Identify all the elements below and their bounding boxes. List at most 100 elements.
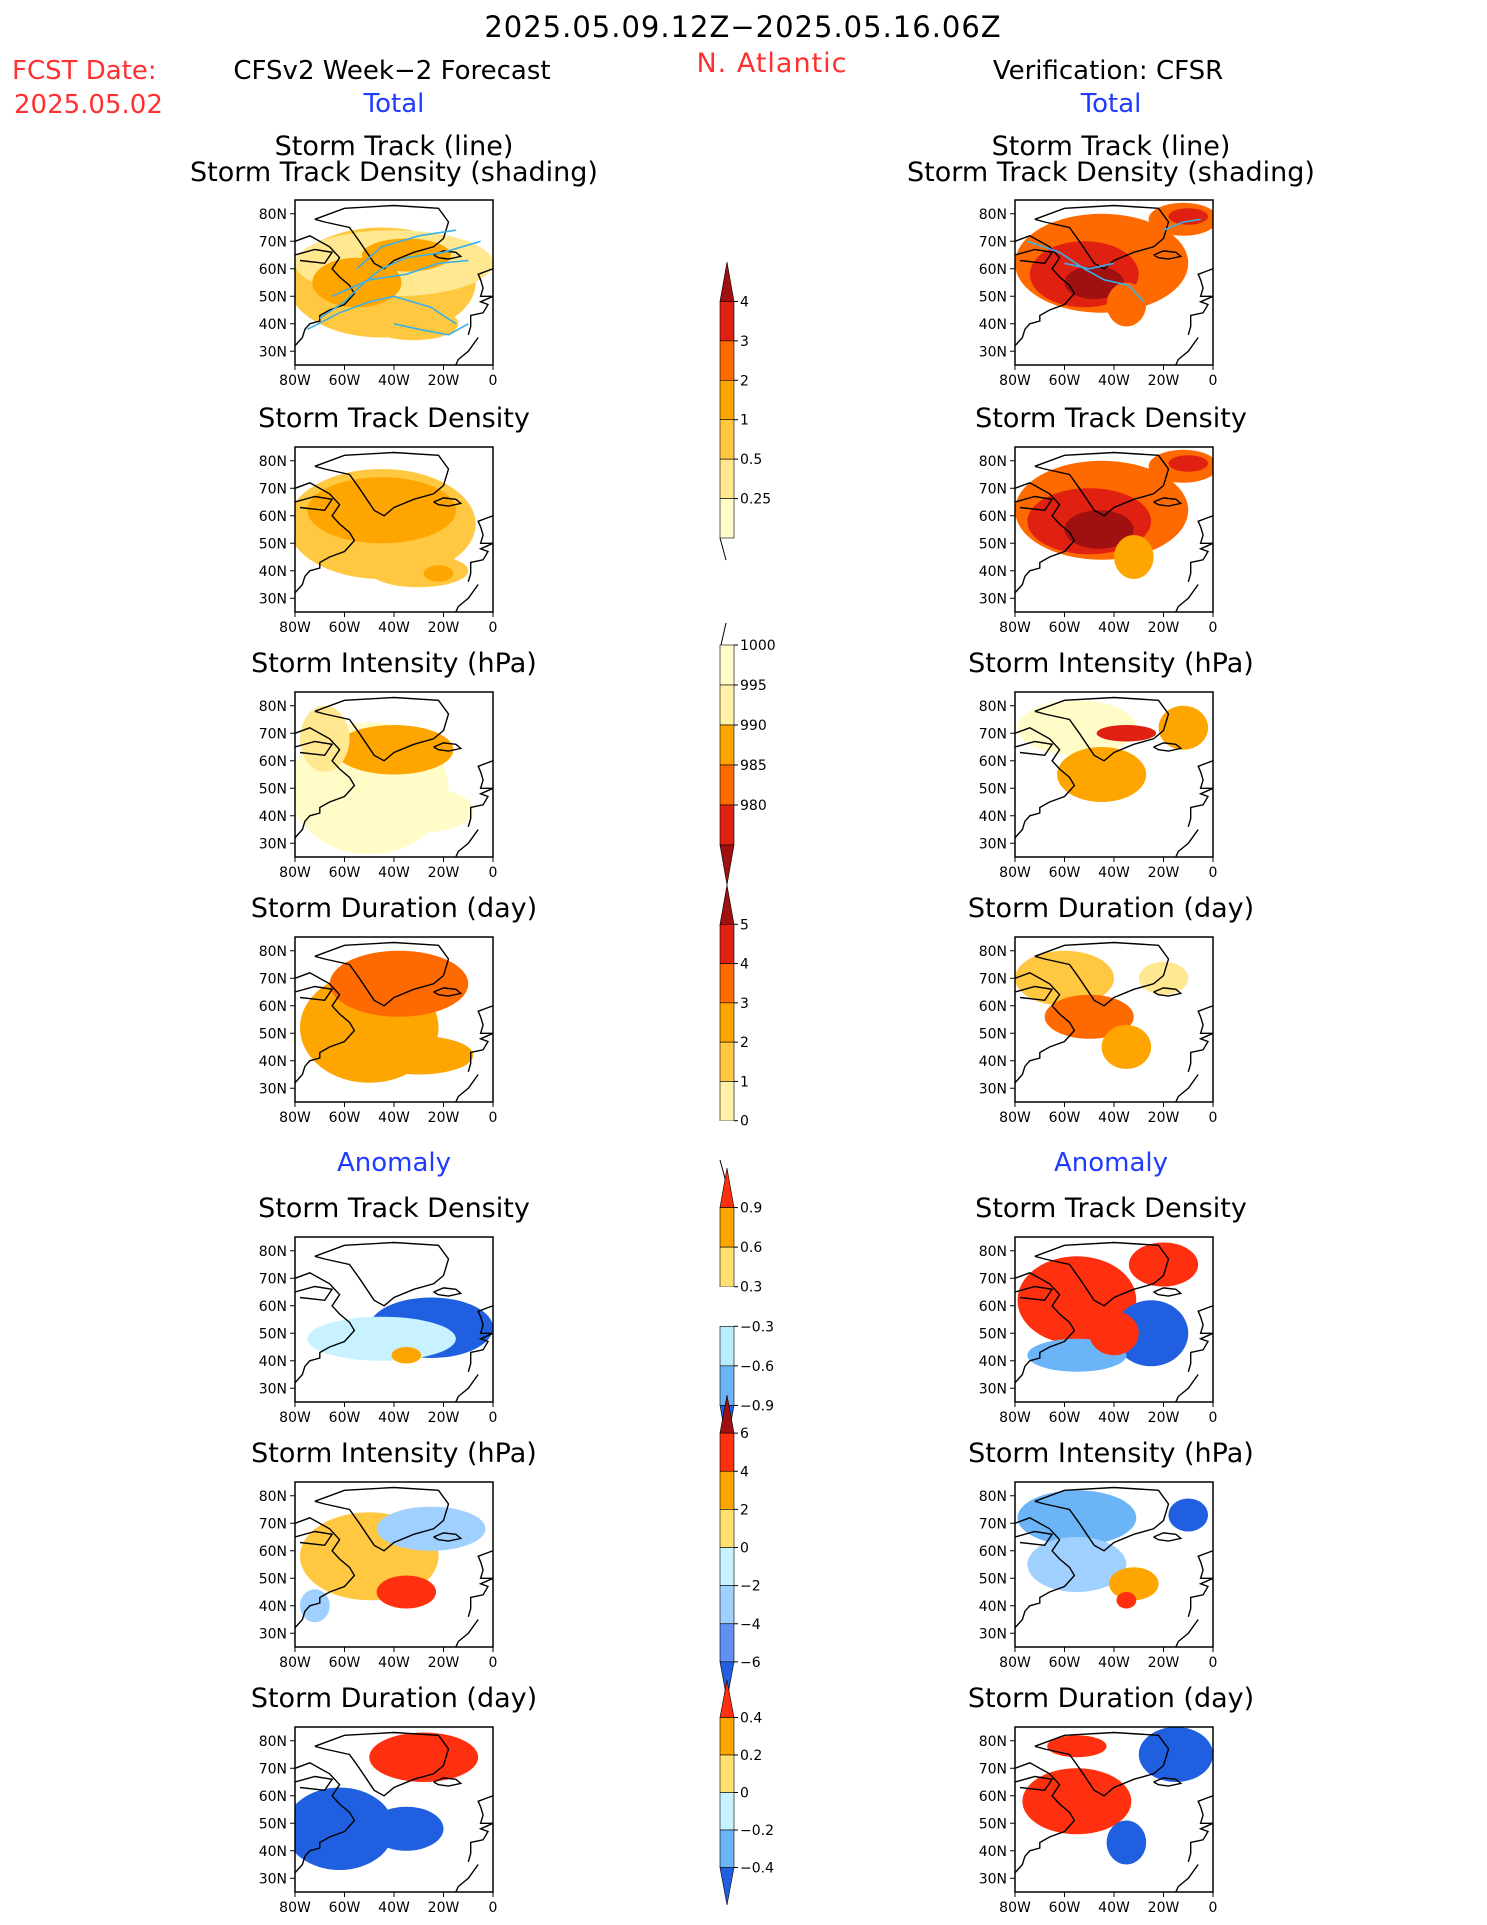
lat-tick-label: 60N [979,999,1007,1015]
map-panel-4-right: 80N 70N 60N 50N 40N 30N 80W 60W 40W 20W 0 [979,1236,1217,1426]
panel-title-l6: Storm Duration (day) [250,1683,538,1714]
lon-tick-label: 80W [999,1110,1031,1126]
lat-tick-label: 40N [259,1844,287,1860]
lat-tick-label: 40N [979,1054,1007,1070]
shading-blob [299,705,350,772]
panel-title-r0-b: Storm Track Density (shading) [907,157,1315,188]
lon-tick-label: 80W [279,1110,311,1126]
lon-tick-label: 60W [1049,1655,1081,1671]
panel-title-l1: Storm Track Density [258,403,530,434]
lon-tick-label: 80W [999,373,1031,389]
anomaly-label-left: Anomaly [336,1148,452,1178]
lon-tick-label: 80W [999,1900,1031,1916]
storm-track-line [331,259,469,298]
lat-tick-label: 70N [259,1271,287,1287]
lat-tick-label: 70N [259,1516,287,1532]
lon-tick-label: 80W [999,865,1031,881]
lon-tick-label: 80W [279,1900,311,1916]
panel-title-l3: Storm Duration (day) [250,893,538,924]
shading-blob [1158,705,1209,750]
shading-blob [1138,961,1189,995]
shading-blob [376,1506,486,1551]
shading-blob [423,565,454,582]
lat-tick-label: 60N [259,1544,287,1560]
shading-blob [1138,1727,1213,1782]
lat-tick-label: 80N [979,699,1007,715]
lon-tick-label: 20W [1148,620,1180,636]
lat-tick-label: 40N [259,1054,287,1070]
lat-tick-label: 60N [259,1299,287,1315]
lat-tick-label: 30N [259,1871,287,1887]
lon-tick-label: 60W [1049,1900,1081,1916]
lat-tick-label: 50N [259,781,287,797]
lon-tick-label: 80W [999,1410,1031,1426]
lat-tick-label: 40N [259,317,287,333]
lat-tick-label: 70N [979,971,1007,987]
panel-title-r3: Storm Duration (day) [967,893,1255,924]
lat-tick-label: 70N [979,481,1007,497]
lon-tick-label: 20W [1148,1655,1180,1671]
map-panel-2-right: 80N 70N 60N 50N 40N 30N 80W 60W 40W 20W 0 [979,691,1217,881]
lat-tick-label: 60N [259,509,287,525]
lon-tick-label: 20W [428,620,460,636]
shading-blob [307,477,456,544]
lat-tick-label: 50N [259,1571,287,1587]
lat-tick-label: 80N [259,207,287,223]
lat-tick-label: 70N [979,234,1007,250]
fcst-date-label: FCST Date: [12,56,157,86]
lat-tick-label: 40N [979,317,1007,333]
lon-tick-label: 0 [1209,620,1218,636]
lat-tick-label: 50N [979,781,1007,797]
lat-tick-label: 50N [979,1326,1007,1342]
lat-tick-label: 30N [979,836,1007,852]
panel-title-l2: Storm Intensity (hPa) [251,648,537,679]
lat-tick-label: 60N [979,1789,1007,1805]
lon-tick-label: 80W [279,1410,311,1426]
shading-blob [1057,747,1147,802]
lat-tick-label: 50N [979,289,1007,305]
map-panel-6-right: 80N 70N 60N 50N 40N 30N 80W 60W 40W 20W 0 [979,1726,1217,1916]
lon-tick-label: 20W [1148,865,1180,881]
lat-tick-label: 40N [979,1844,1007,1860]
lon-tick-label: 60W [1049,1410,1081,1426]
lon-tick-label: 20W [428,1900,460,1916]
lat-tick-label: 30N [259,1626,287,1642]
lat-tick-label: 70N [979,1271,1007,1287]
lon-tick-label: 80W [279,1655,311,1671]
lat-tick-label: 30N [259,344,287,360]
lon-tick-label: 0 [489,1410,498,1426]
map-panel-3-left: 80N 70N 60N 50N 40N 30N 80W 60W 40W 20W 0 [259,936,497,1126]
lon-tick-label: 80W [279,620,311,636]
lat-tick-label: 80N [259,944,287,960]
lat-tick-label: 80N [259,454,287,470]
shading-blob [1101,1025,1152,1069]
lon-tick-label: 40W [1098,1900,1130,1916]
lat-tick-label: 70N [259,481,287,497]
lon-tick-label: 40W [378,620,410,636]
lat-tick-label: 40N [979,809,1007,825]
lon-tick-label: 60W [329,373,361,389]
shading-blob [369,554,469,588]
lat-tick-label: 60N [259,262,287,278]
panel-title-r6: Storm Duration (day) [967,1683,1255,1714]
lat-tick-label: 80N [979,1734,1007,1750]
lat-tick-label: 60N [979,754,1007,770]
lon-tick-label: 40W [378,1110,410,1126]
lat-tick-label: 50N [979,1816,1007,1832]
lat-tick-label: 60N [979,509,1007,525]
lon-tick-label: 0 [1209,1655,1218,1671]
shading-blob [369,1806,444,1851]
lon-tick-label: 40W [1098,1110,1130,1126]
storm-track-line [393,323,469,336]
map-panel-0-left: 80N 70N 60N 50N 40N 30N 80W 60W 40W 20W 0 [259,199,497,389]
lat-tick-label: 80N [979,454,1007,470]
lat-tick-label: 50N [259,1326,287,1342]
lat-tick-label: 60N [979,1544,1007,1560]
storm-track-line [1027,240,1145,303]
map-panel-1-left: 80N 70N 60N 50N 40N 30N 80W 60W 40W 20W 0 [259,446,497,636]
lat-tick-label: 30N [979,1871,1007,1887]
lon-tick-label: 60W [329,865,361,881]
shading-blob [391,1347,422,1364]
lat-tick-label: 50N [979,1026,1007,1042]
shading-blob [329,950,469,1017]
